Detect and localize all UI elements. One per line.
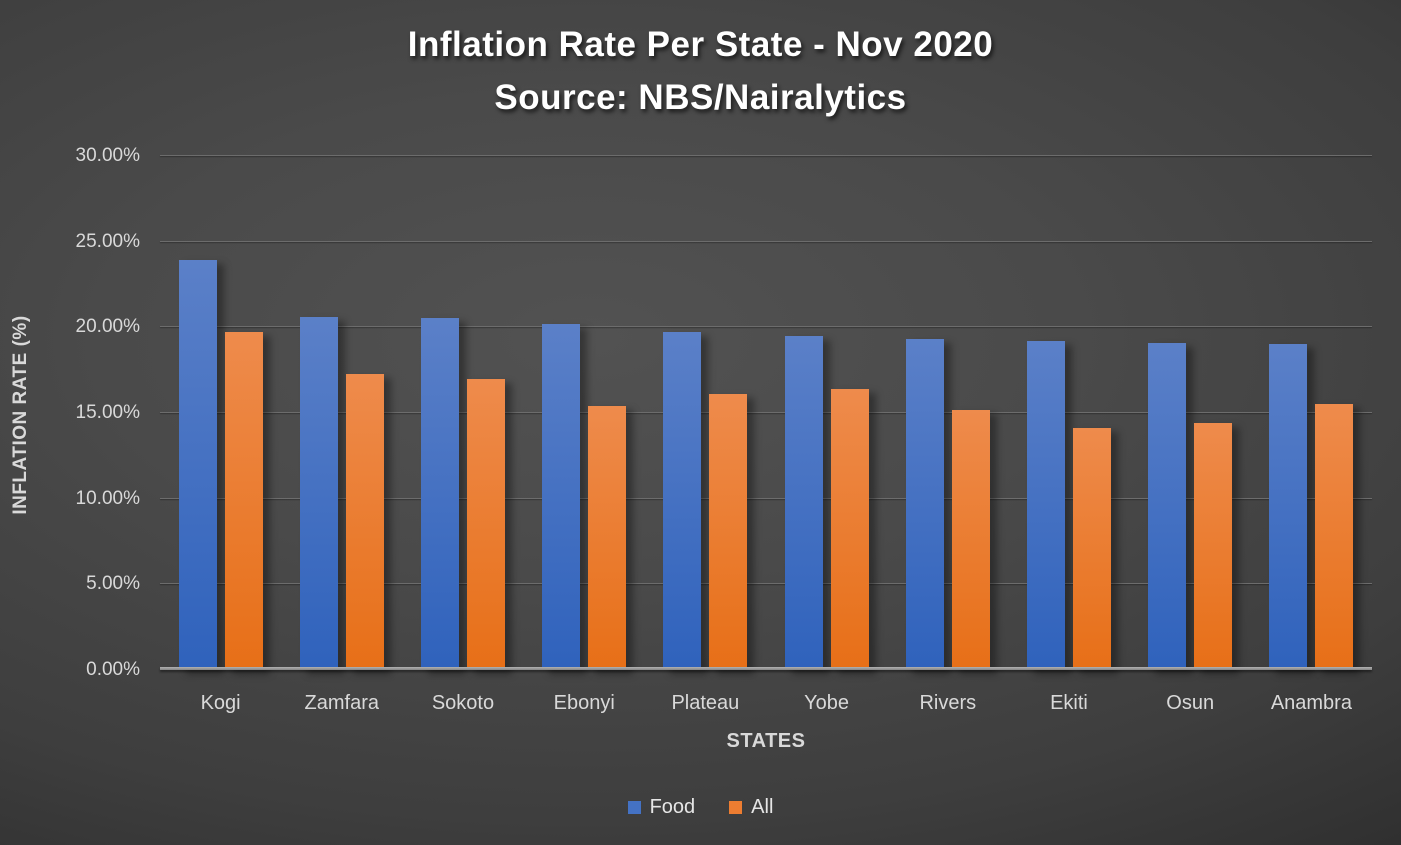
- bar-food-yobe: [784, 335, 823, 670]
- legend-label-all: All: [751, 796, 774, 818]
- bar-food-anambra: [1269, 343, 1308, 670]
- bar-all-plateau: [709, 394, 748, 670]
- chart-title: Inflation Rate Per State - Nov 2020 Sour…: [0, 18, 1401, 124]
- x-tick-label-anambra: Anambra: [1270, 692, 1352, 714]
- bar-all-zamfara: [345, 373, 384, 670]
- legend-label-food: Food: [649, 796, 696, 818]
- bar-food-zamfara: [299, 317, 338, 670]
- bar-all-sokoto: [467, 378, 505, 670]
- y-tick-label-15pct: 15.00%: [75, 402, 140, 423]
- plot-area: [160, 155, 1372, 670]
- y-tick-label-10pct: 10.00%: [75, 487, 140, 509]
- x-tick-label-rivers: Rivers: [919, 692, 977, 714]
- bar-all-ekiti: [1073, 428, 1111, 670]
- x-tick-label-zamfara: Zamfara: [304, 692, 380, 714]
- y-tick-label-20pct: 20.00%: [75, 316, 140, 338]
- chart-title-line1: Inflation Rate Per State - Nov 2020: [407, 25, 994, 64]
- x-tick-label-kogi: Kogi: [200, 692, 241, 714]
- x-tick-label-yobe: Yobe: [804, 692, 850, 714]
- bar-food-sokoto: [421, 317, 459, 670]
- legend: Food All: [0, 796, 1401, 819]
- bar-food-plateau: [663, 332, 702, 670]
- gridline-15pct: [160, 412, 1372, 413]
- y-tick-label-25pct: 25.00%: [75, 230, 140, 252]
- x-tick-label-ekiti: Ekiti: [1050, 692, 1088, 714]
- bar-food-kogi: [178, 259, 217, 670]
- legend-item-all: All: [729, 796, 773, 819]
- gridline-20pct: [160, 326, 1372, 328]
- bar-all-kogi: [224, 331, 263, 670]
- y-tick-label-30pct: 30.00%: [75, 145, 140, 166]
- bar-food-ekiti: [1027, 341, 1065, 670]
- legend-item-food: Food: [627, 796, 696, 819]
- x-tick-label-sokoto: Sokoto: [431, 692, 495, 714]
- x-tick-label-ebonyi: Ebonyi: [553, 692, 615, 714]
- all-series-swatch-icon: [729, 801, 743, 814]
- bar-all-yobe: [830, 389, 869, 670]
- x-axis-line: [160, 667, 1372, 670]
- gridline-10pct: [160, 497, 1372, 499]
- gridline-25pct: [160, 240, 1372, 242]
- bar-all-osun: [1194, 423, 1233, 670]
- x-tick-label-plateau: Plateau: [671, 692, 740, 714]
- bar-food-rivers: [905, 339, 944, 670]
- chart-title-line2: Source: NBS/Nairalytics: [494, 78, 907, 117]
- y-tick-label-5pct: 5.00%: [86, 573, 140, 595]
- food-series-swatch-icon: [627, 801, 641, 814]
- x-axis-title: STATES: [726, 730, 806, 752]
- gridline-5pct: [160, 583, 1372, 585]
- bar-all-ebonyi: [588, 406, 627, 670]
- bar-food-osun: [1148, 342, 1187, 670]
- bar-all-rivers: [951, 409, 990, 670]
- bar-all-anambra: [1315, 403, 1354, 670]
- bar-food-ebonyi: [542, 323, 581, 670]
- y-tick-label-0pct: 0.00%: [86, 659, 140, 680]
- gridline-30pct: [160, 155, 1372, 156]
- x-tick-label-osun: Osun: [1166, 692, 1215, 714]
